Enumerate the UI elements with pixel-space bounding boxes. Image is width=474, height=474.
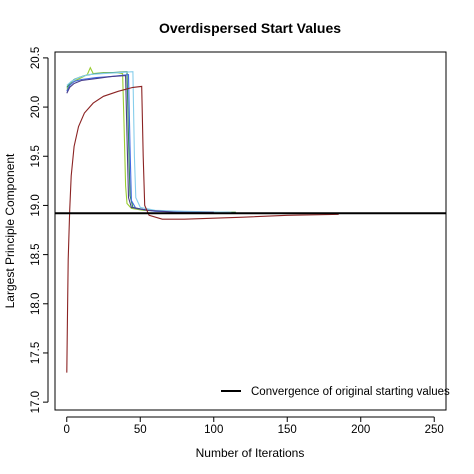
x-tick-label: 100 — [204, 424, 223, 436]
x-axis-label: Number of Iterations — [196, 446, 305, 460]
legend-label: Convergence of original starting values — [251, 386, 450, 398]
series-line-6 — [66, 85, 339, 373]
x-tick-label: 150 — [278, 424, 297, 436]
y-axis-label: Largest Principle Component — [3, 153, 17, 308]
legend: Convergence of original starting values — [221, 386, 450, 398]
x-tick-label: 50 — [134, 424, 147, 436]
y-axis: 17.0 17.5 18.0 18.5 19.0 19.5 20.0 20.5 — [30, 47, 49, 413]
y-tick-label: 18.5 — [30, 243, 42, 265]
y-tick-label: 18.0 — [30, 293, 42, 315]
series-line-5 — [66, 75, 214, 213]
y-tick-label: 17.0 — [30, 391, 42, 413]
y-tick-label: 19.0 — [30, 194, 42, 216]
series-line-3 — [66, 73, 229, 213]
plot-frame — [54, 51, 447, 411]
series-line-4 — [66, 71, 232, 213]
x-axis: 0 50 100 150 200 250 — [64, 416, 444, 436]
y-tick-label: 20.0 — [30, 96, 42, 118]
x-tick-label: 250 — [425, 424, 444, 436]
plot-lines — [55, 66, 446, 373]
x-tick-label: 0 — [64, 424, 70, 436]
series-line-1 — [66, 66, 236, 213]
series-line-2 — [66, 71, 236, 213]
x-tick-label: 200 — [351, 424, 370, 436]
y-tick-label: 20.5 — [30, 47, 42, 69]
y-tick-label: 17.5 — [30, 342, 42, 364]
y-tick-label: 19.5 — [30, 145, 42, 167]
chart-title: Overdispersed Start Values — [159, 20, 341, 36]
